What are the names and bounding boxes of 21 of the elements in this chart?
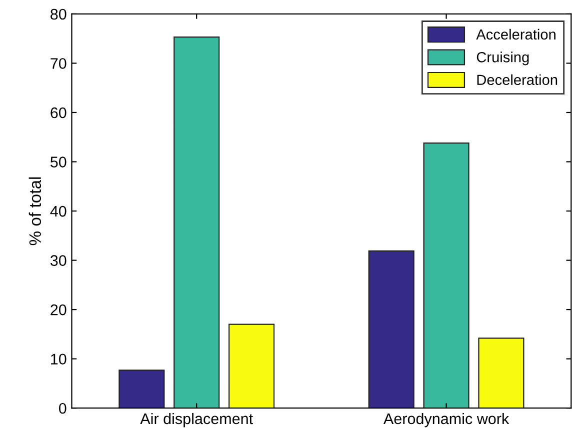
legend-label: Deceleration [477,74,558,86]
y-axis-title: % of total [28,177,42,246]
bar [478,338,524,408]
y-tick-label: 70 [50,58,66,69]
y-tick-label: 60 [50,107,66,118]
bar [368,250,414,408]
x-tick-label: Aerodynamic work [383,412,510,428]
y-tick-label: 40 [50,206,66,217]
x-tick-label: Air displacement [140,412,253,428]
legend-label: Cruising [476,52,529,66]
legend-label: Acceleration [476,28,556,40]
y-tick-label: 30 [50,255,66,266]
y-tick-label: 80 [50,8,66,20]
bar [228,324,275,408]
y-tick-label: 20 [50,304,66,316]
bar [423,142,470,408]
y-tick-label: 50 [50,156,66,168]
y-tick-label: 0 [58,402,66,414]
bar [174,36,220,408]
bar [118,370,165,408]
y-tick-label: 10 [51,354,66,365]
